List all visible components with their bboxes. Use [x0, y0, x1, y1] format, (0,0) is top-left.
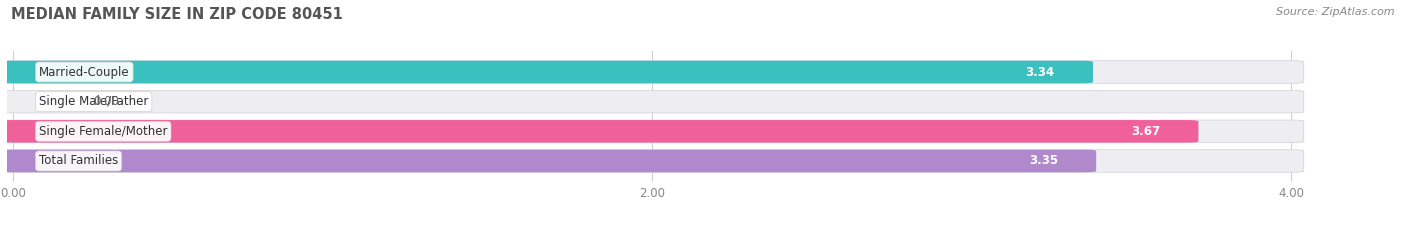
Text: Source: ZipAtlas.com: Source: ZipAtlas.com: [1277, 7, 1395, 17]
FancyBboxPatch shape: [0, 120, 1198, 143]
Text: 3.67: 3.67: [1130, 125, 1160, 138]
Text: 3.35: 3.35: [1029, 154, 1057, 168]
FancyBboxPatch shape: [0, 90, 1303, 113]
FancyBboxPatch shape: [0, 150, 1097, 172]
Text: Single Male/Father: Single Male/Father: [39, 95, 149, 108]
Text: Total Families: Total Families: [39, 154, 118, 168]
Text: Married-Couple: Married-Couple: [39, 65, 129, 79]
FancyBboxPatch shape: [0, 150, 1303, 172]
Text: Single Female/Mother: Single Female/Mother: [39, 125, 167, 138]
Text: MEDIAN FAMILY SIZE IN ZIP CODE 80451: MEDIAN FAMILY SIZE IN ZIP CODE 80451: [11, 7, 343, 22]
Text: 0.00: 0.00: [93, 95, 120, 108]
FancyBboxPatch shape: [0, 61, 1092, 83]
FancyBboxPatch shape: [0, 61, 1303, 83]
FancyBboxPatch shape: [0, 120, 1303, 143]
Text: 3.34: 3.34: [1025, 65, 1054, 79]
